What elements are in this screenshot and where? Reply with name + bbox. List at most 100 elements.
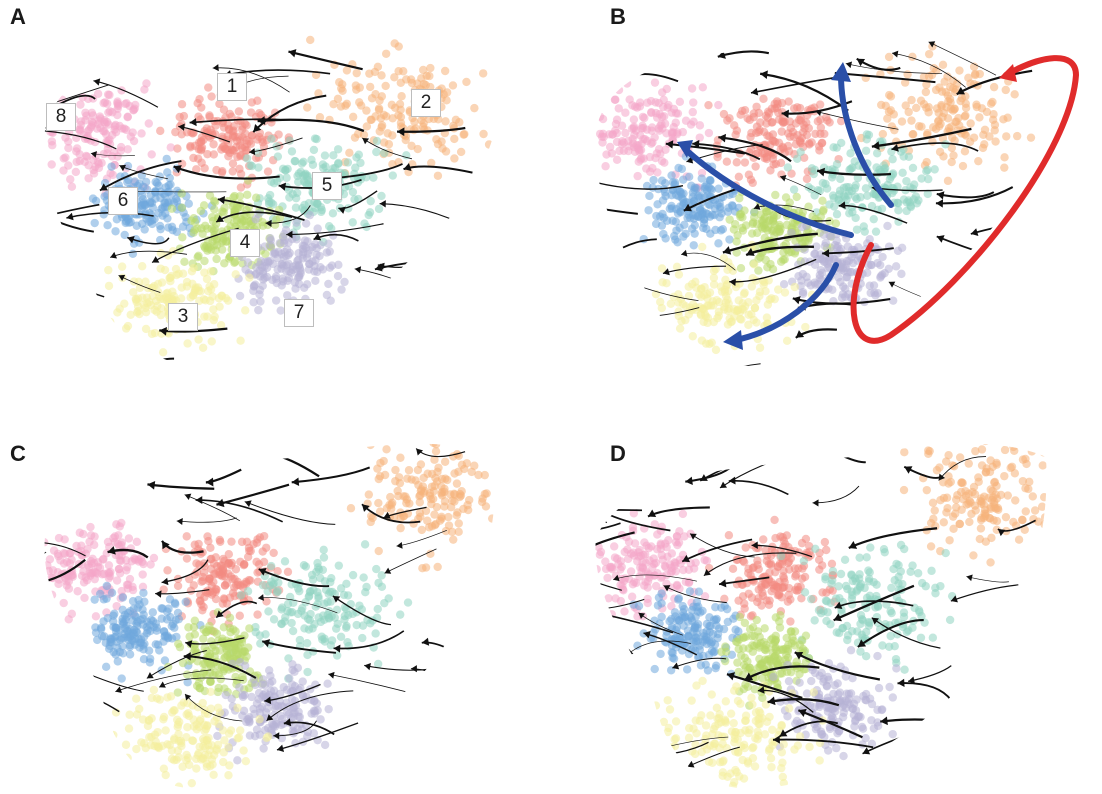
streamline (595, 99, 601, 113)
stream-arrowhead (772, 735, 780, 744)
stream-arrowhead (47, 40, 55, 48)
stream-arrowhead (817, 167, 826, 177)
streamline (717, 50, 770, 58)
streamline (813, 443, 866, 464)
stream-arrowhead (966, 574, 973, 582)
streamline (44, 643, 64, 650)
stream-arrowhead (555, 507, 562, 515)
panel-letter: D (610, 441, 626, 466)
streamline (613, 574, 697, 582)
stream-arrowhead (665, 140, 674, 149)
blue-arrow-left-head (677, 140, 693, 158)
streamline (244, 501, 336, 525)
stream-arrowhead (20, 783, 27, 791)
stream-arrowhead (391, 336, 399, 343)
stream-arrowhead (379, 200, 386, 208)
stream-arrowhead (685, 476, 693, 486)
stream-arrowhead (936, 235, 945, 243)
stream-arrowhead (430, 763, 438, 771)
stream-arrowhead (779, 729, 788, 737)
streamline (410, 668, 464, 694)
stream-arrowhead (682, 554, 691, 563)
streamline (44, 541, 86, 557)
cluster-c4 (717, 611, 814, 710)
streamline (151, 227, 239, 264)
stream-arrowhead (416, 448, 424, 456)
stream-arrowhead (184, 693, 192, 701)
streamline (880, 718, 964, 728)
cluster-c1 (159, 531, 293, 636)
stream-arrowhead (767, 696, 776, 706)
stream-arrowhead (574, 548, 582, 556)
stream-arrowhead (700, 474, 708, 481)
stream-arrowhead (971, 318, 979, 327)
stream-arrowhead (258, 594, 265, 601)
streamline (433, 694, 490, 721)
stream-arrowhead (185, 640, 193, 648)
stream-arrowhead (792, 296, 801, 305)
streamline (44, 284, 105, 298)
stream-arrowhead (105, 464, 114, 472)
stream-arrowhead (88, 472, 96, 481)
streamline (728, 479, 789, 496)
stream-arrowhead (610, 371, 618, 379)
streamline (928, 41, 997, 76)
stream-arrowhead (417, 337, 424, 345)
streamline (767, 698, 840, 707)
stream-arrowhead (396, 541, 403, 549)
stream-arrowhead (729, 278, 736, 287)
streamline (47, 41, 143, 54)
streamline (936, 191, 995, 199)
stream-arrowhead (93, 78, 101, 86)
stream-arrowhead (753, 203, 761, 210)
streamline (685, 464, 734, 483)
stream-arrowhead (936, 191, 945, 200)
cell-cloud (595, 443, 1047, 789)
stream-arrowhead (795, 330, 805, 338)
stream-arrowhead (216, 498, 225, 508)
stream-arrowhead (935, 199, 944, 208)
streamline (44, 263, 62, 294)
stream-arrowhead (364, 663, 371, 671)
stream-arrowhead (663, 585, 671, 592)
streamline (966, 576, 1009, 583)
streamline (722, 232, 818, 254)
cluster-c2 (857, 42, 1036, 186)
stream-arrowhead (244, 500, 252, 508)
streamline (950, 584, 1019, 602)
panel-d: D (551, 397, 1102, 794)
cluster-label-3: 3 (168, 303, 198, 331)
stream-arrowhead (719, 579, 727, 588)
cluster-label-2: 2 (411, 89, 441, 117)
stream-arrowhead (703, 568, 711, 576)
stream-arrowhead (643, 631, 651, 639)
stream-arrowhead (361, 504, 370, 512)
stream-arrowhead (662, 268, 670, 276)
streamline (703, 552, 797, 577)
stream-arrowhead (624, 72, 633, 81)
cluster-c2 (899, 443, 1047, 567)
streamline (44, 558, 86, 585)
stream-arrowhead (107, 546, 116, 555)
stream-arrowhead (848, 541, 858, 549)
stream-arrowhead (178, 123, 185, 131)
stream-arrowhead (862, 747, 871, 755)
streamline (421, 641, 476, 667)
streamline (299, 348, 375, 367)
stream-arrowhead (99, 183, 109, 191)
stream-arrowhead (550, 562, 557, 569)
cluster-c6 (629, 587, 743, 679)
streamline (146, 650, 207, 679)
stream-arrowhead (944, 326, 951, 334)
stream-arrowhead (276, 744, 285, 753)
streamline (891, 52, 966, 88)
streamline (891, 142, 979, 152)
cluster-c7 (769, 646, 901, 761)
panel-a: A 1 2 3 4 5 6 7 8 (0, 0, 551, 397)
cluster-c7 (213, 657, 333, 765)
stream-arrowhead (928, 41, 936, 48)
stream-arrowhead (888, 281, 896, 288)
streamline (44, 306, 63, 323)
streamline (779, 176, 822, 196)
streamline (595, 199, 638, 215)
